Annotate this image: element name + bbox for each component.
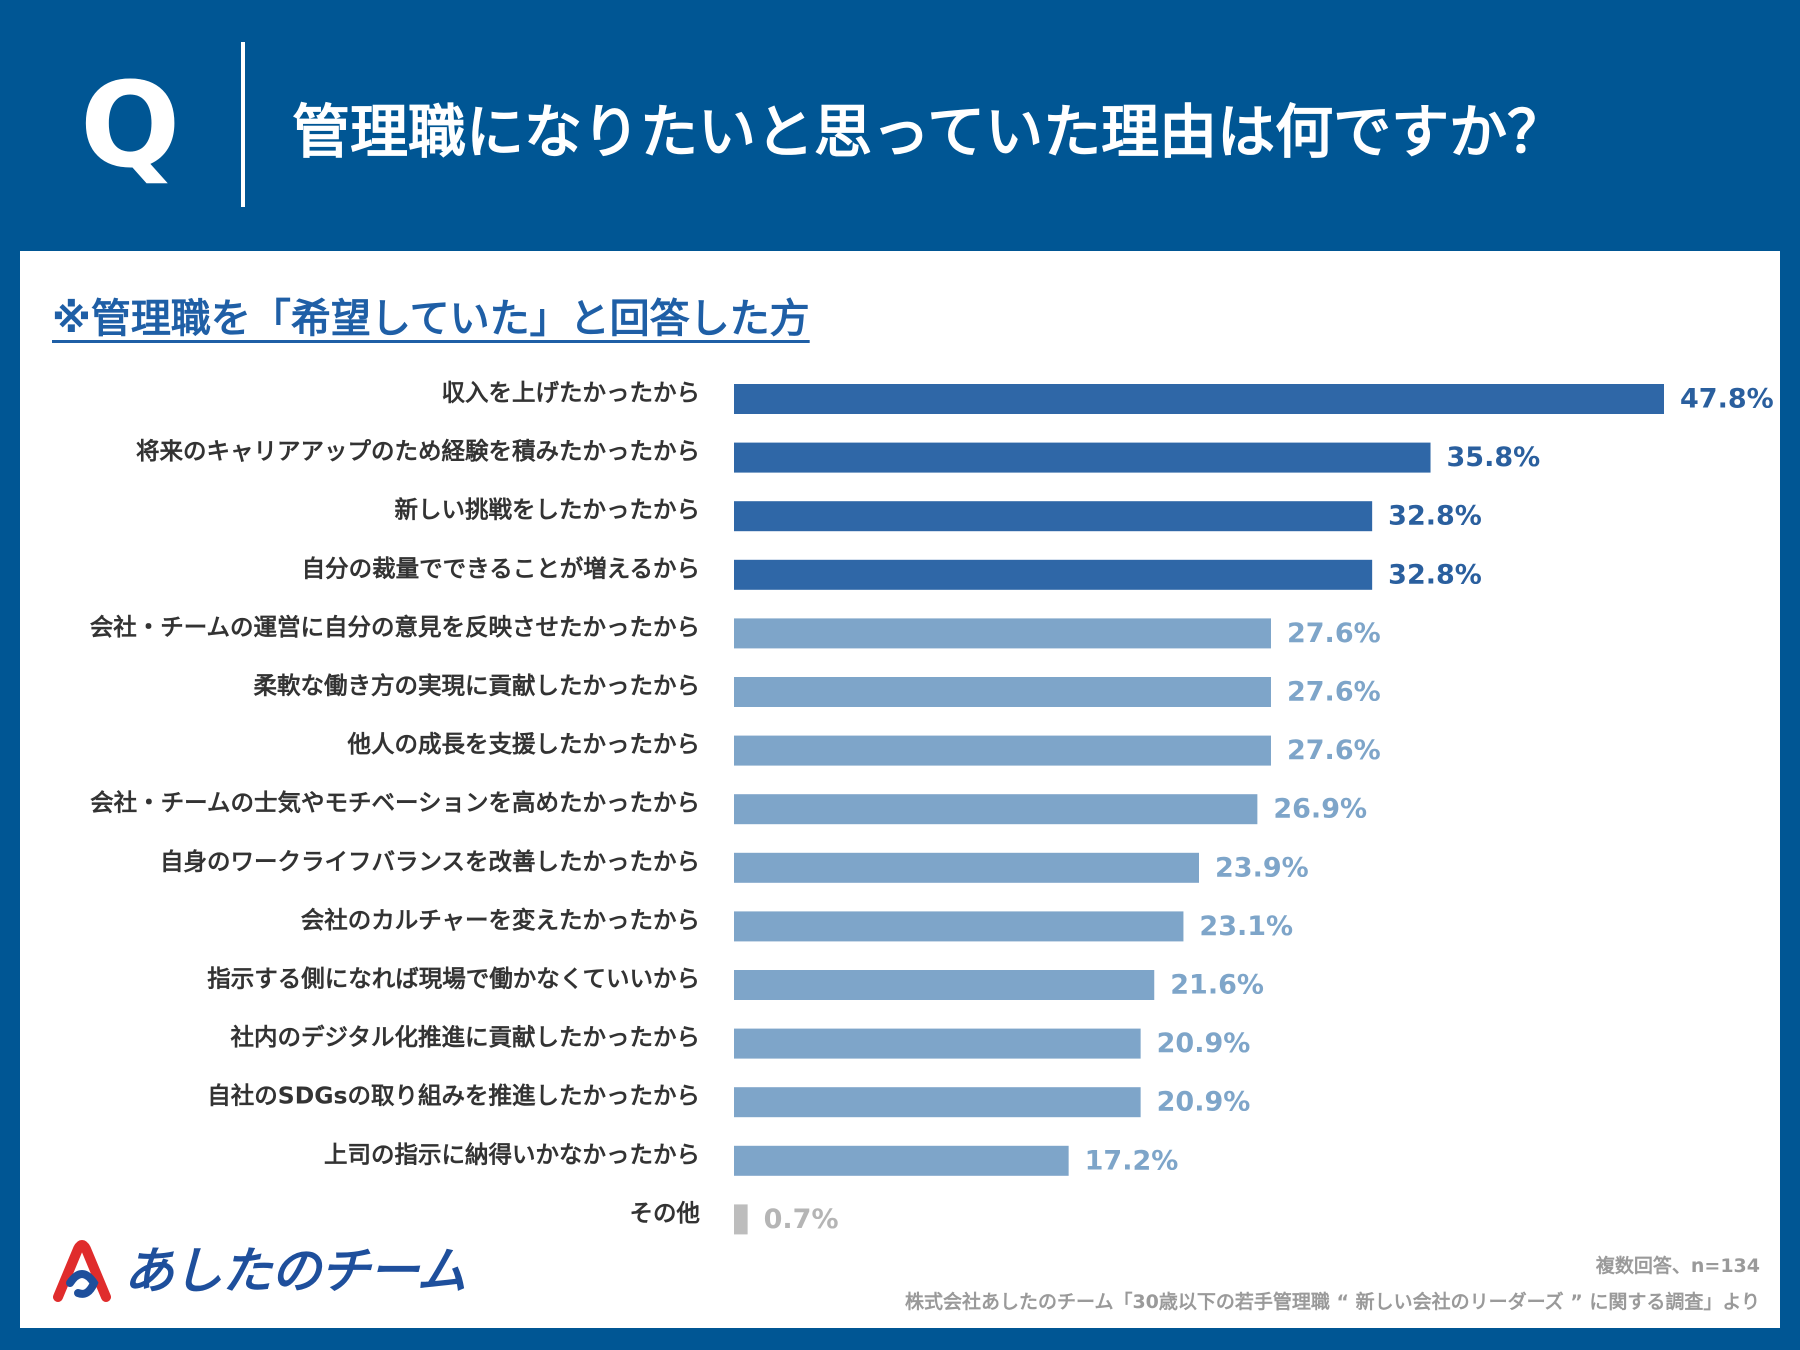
bar xyxy=(734,1145,1069,1176)
bar xyxy=(734,970,1155,1000)
bar xyxy=(734,852,1199,883)
respondent-subtitle: ※管理職を「希望していた」と回答した方 xyxy=(52,296,810,342)
company-logo: あしたのチーム xyxy=(48,1235,468,1307)
category-label: 他人の成長を支援したかったから xyxy=(347,730,701,758)
category-label: 指示する側になれば現場で働かなくていいから xyxy=(207,965,700,993)
bar xyxy=(734,559,1373,590)
bar xyxy=(734,442,1431,473)
value-label: 27.6% xyxy=(1287,618,1381,649)
bar xyxy=(734,1204,748,1235)
category-label: 新しい挑戦をしたかったから xyxy=(395,496,701,524)
header: Q 管理職になりたいと思っていた理由は何ですか？ xyxy=(0,0,1800,250)
category-label: その他 xyxy=(630,1199,701,1227)
value-label: 27.6% xyxy=(1287,735,1381,766)
value-label: 0.7% xyxy=(764,1204,839,1235)
header-divider xyxy=(241,42,245,207)
source-note: 株式会社あしたのチーム「30歳以下の若手管理職 “ 新しい会社のリーダーズ ” … xyxy=(905,1291,1760,1313)
category-label: 柔軟な働き方の実現に貢献したかったから xyxy=(254,672,701,700)
value-label: 23.9% xyxy=(1215,852,1309,883)
value-label: 23.1% xyxy=(1199,911,1293,942)
bar-chart: 収入を上げたかったから 47.8% 将来のキャリアアップのため経験を積みたかったから… xyxy=(90,379,1774,1235)
category-label: 上司の指示に納得いかなかったから xyxy=(324,1140,700,1168)
category-label: 将来のキャリアアップのため経験を積みたかったから xyxy=(136,437,700,465)
sample-note: 複数回答、n=134 xyxy=(1595,1255,1760,1277)
value-label: 17.2% xyxy=(1085,1145,1179,1176)
category-label: 自分の裁量でできることが増えるから xyxy=(302,554,700,582)
category-label: 会社のカルチャーを変えたかったから xyxy=(301,906,700,934)
bar xyxy=(734,911,1184,942)
category-label: 社内のデジタル化推進に貢献したかったから xyxy=(230,1023,700,1051)
category-label: 自身のワークライフバランスを改善したかったから xyxy=(160,847,700,875)
bar xyxy=(734,735,1271,766)
category-label: 自社のSDGsの取り組みを推進したかったから xyxy=(207,1082,700,1110)
value-label: 35.8% xyxy=(1447,442,1541,473)
category-label: 会社・チームの士気やモチベーションを高めたかったから xyxy=(90,789,700,817)
bar xyxy=(734,1028,1141,1059)
chart-panel: ※管理職を「希望していた」と回答した方 収入を上げたかったから 47.8% 将来のキ… xyxy=(20,251,1780,1328)
value-label: 20.9% xyxy=(1157,1087,1251,1118)
value-label: 20.9% xyxy=(1157,1028,1251,1059)
value-label: 26.9% xyxy=(1273,794,1367,825)
value-label: 32.8% xyxy=(1388,501,1482,532)
category-label: 収入を上げたかったから xyxy=(442,379,701,407)
bar xyxy=(734,618,1271,649)
logo-mark-icon xyxy=(53,1240,111,1302)
value-label: 32.8% xyxy=(1388,559,1482,590)
value-label: 27.6% xyxy=(1287,677,1381,708)
question-title: 管理職になりたいと思っていた理由は何ですか？ xyxy=(292,98,1566,166)
value-label: 21.6% xyxy=(1170,970,1264,1001)
bar xyxy=(734,384,1664,414)
bar xyxy=(734,1087,1141,1118)
category-label: 会社・チームの運営に自分の意見を反映させたかったから xyxy=(90,613,700,641)
q-icon: Q xyxy=(80,56,181,194)
logo-text: あしたのチーム xyxy=(124,1242,466,1300)
bar xyxy=(734,677,1271,707)
value-label: 47.8% xyxy=(1680,384,1774,415)
bar xyxy=(734,794,1258,825)
bar xyxy=(734,501,1373,532)
